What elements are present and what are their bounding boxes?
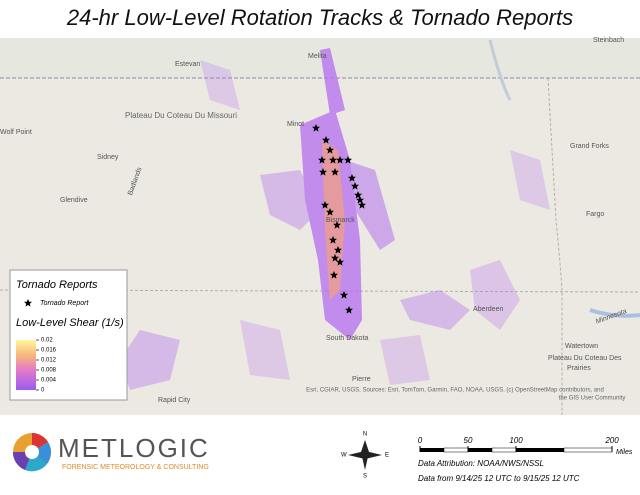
place-label: Rapid City	[158, 397, 191, 404]
title: 24-hr Low-Level Rotation Tracks & Tornad…	[66, 5, 573, 30]
place-label: Prairies	[567, 365, 591, 372]
place-label: Watertown	[565, 343, 598, 350]
scale-bar: 0 50 100 200 Miles	[418, 436, 633, 456]
compass-label: S	[363, 474, 367, 480]
colorbar-label: 0	[41, 388, 45, 394]
place-label: Melita	[308, 53, 327, 60]
colorbar-label: 0.012	[41, 358, 57, 364]
compass: N E S W	[341, 432, 389, 480]
place-label: Minot	[287, 121, 304, 128]
logo-name: METLOGIC	[58, 433, 210, 463]
scale-unit: Miles	[616, 449, 633, 456]
scale-segment	[468, 448, 492, 452]
place-label: Wolf Point	[0, 129, 32, 136]
colorbar-label: 0.016	[41, 348, 57, 354]
place-label: Estevan	[175, 61, 200, 68]
footer-text: Data Attribution: NOAA/NWS/NSSL	[418, 459, 544, 468]
legend-label: Tornado Report	[40, 300, 89, 307]
place-label: Bismarck	[326, 217, 355, 224]
place-label: Steinbach	[593, 37, 624, 44]
attribution: Esri, CGIAR, USGS, Sources: Esri, TomTom…	[306, 388, 604, 394]
scale-label: 100	[509, 436, 523, 445]
legend-title: Tornado Reports	[16, 279, 98, 291]
scale-segment	[563, 447, 613, 453]
scale-label: 200	[604, 436, 619, 445]
place-label: Glendive	[60, 197, 88, 204]
place-label: Aberdeen	[473, 306, 503, 313]
place-label: Plateau Du Coteau Des	[548, 355, 622, 362]
compass-label: E	[385, 453, 389, 459]
scale-label: 0	[418, 436, 423, 445]
scale-segment	[443, 447, 469, 453]
place-label: Pierre	[352, 376, 371, 383]
place-label: South Dakota	[326, 335, 369, 342]
colorbar-label: 0.02	[41, 338, 53, 344]
scale-segment	[516, 448, 564, 452]
footer-text: Data from 9/14/25 12 UTC to 9/15/25 12 U…	[418, 474, 580, 483]
attribution: the GIS User Community	[559, 396, 626, 402]
logo-tagline: FORENSIC METEOROLOGY & CONSULTING	[62, 464, 209, 471]
scale-segment	[420, 448, 444, 452]
compass-label: W	[341, 453, 347, 459]
colorbar-title: Low-Level Shear (1/s)	[16, 317, 124, 329]
place-label: Grand Forks	[570, 143, 609, 150]
legend: Tornado Reports Tornado Report Low-Level…	[9, 269, 128, 401]
place-label: Fargo	[586, 211, 604, 218]
colorbar-label: 0.004	[41, 378, 57, 384]
place-label: Sidney	[97, 154, 119, 161]
compass-label: N	[363, 432, 367, 438]
colorbar	[16, 340, 36, 390]
place-label: Plateau Du Coteau Du Missouri	[125, 111, 237, 120]
scale-label: 50	[464, 436, 473, 445]
scale-segment	[491, 447, 517, 453]
colorbar-label: 0.008	[41, 368, 57, 374]
logo: METLOGIC FORENSIC METEOROLOGY & CONSULTI…	[12, 433, 210, 472]
